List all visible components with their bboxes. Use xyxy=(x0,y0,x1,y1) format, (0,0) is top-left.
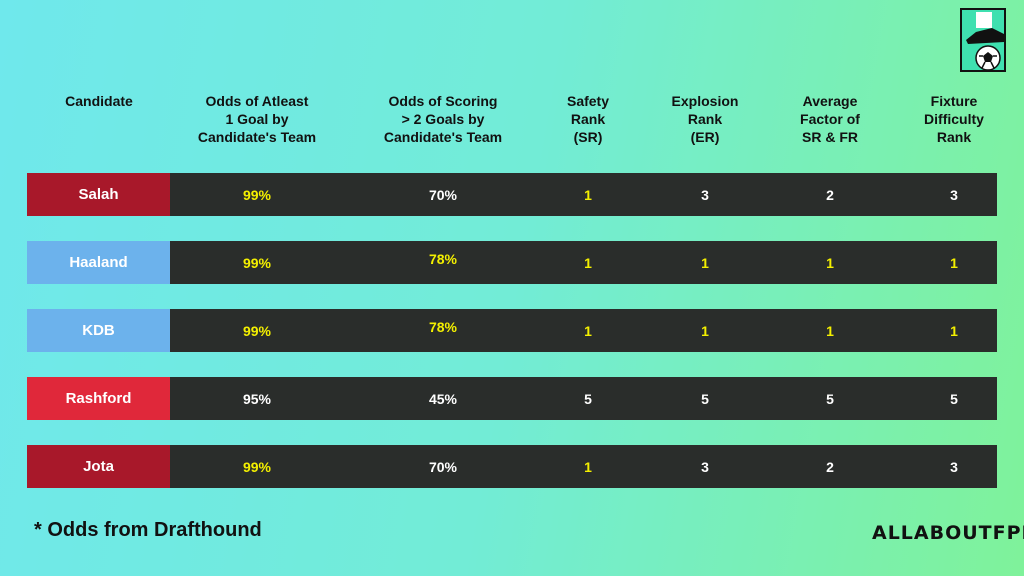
table-cell: 2 xyxy=(826,458,834,475)
table-cell: 3 xyxy=(701,186,709,203)
table-cell: 5 xyxy=(826,390,834,407)
table-cell: 78% xyxy=(428,251,458,267)
column-header-fixture-difficulty: Fixture Difficulty Rank xyxy=(924,93,984,145)
table-cell: 99% xyxy=(242,254,272,271)
table-cell: 1 xyxy=(584,322,592,339)
column-header-odds-one-goal: Odds of Atleast 1 Goal by Candidate's Te… xyxy=(197,93,317,145)
table-row: Salah 99% 70% 1 3 2 3 xyxy=(27,173,997,216)
column-header-safety-rank: Safety Rank (SR) xyxy=(566,93,610,145)
table-cell: 1 xyxy=(584,186,592,203)
table-header: Candidate Odds of Atleast 1 Goal by Cand… xyxy=(0,92,1024,152)
table-cell: 45% xyxy=(428,390,458,407)
table-cell: 1 xyxy=(826,254,834,271)
candidate-name: Jota xyxy=(27,445,170,488)
table-cell: 3 xyxy=(701,458,709,475)
table-row: Haaland 99% 78% 1 1 1 1 xyxy=(27,241,997,284)
candidate-name: Rashford xyxy=(27,377,170,420)
table-cell: 5 xyxy=(950,390,958,407)
football-boot-and-ball-icon xyxy=(960,8,1006,72)
table-cell: 78% xyxy=(428,319,458,335)
column-header-average-factor: Average Factor of SR & FR xyxy=(800,93,860,145)
table-row: Rashford 95% 45% 5 5 5 5 xyxy=(27,377,997,420)
table-cell: 95% xyxy=(242,390,272,407)
table-cell: 1 xyxy=(950,254,958,271)
table-cell: 1 xyxy=(701,254,709,271)
table-cell: 5 xyxy=(584,390,592,407)
table-row: KDB 99% 78% 1 1 1 1 xyxy=(27,309,997,352)
brand-logo-text: ALLABOUTFPL xyxy=(872,522,1024,544)
table-cell: 1 xyxy=(584,254,592,271)
table-cell: 2 xyxy=(826,186,834,203)
table-cell: 1 xyxy=(826,322,834,339)
table-cell: 5 xyxy=(701,390,709,407)
table-row: Jota 99% 70% 1 3 2 3 xyxy=(27,445,997,488)
footnote: * Odds from Drafthound xyxy=(34,519,262,541)
table-cell: 3 xyxy=(950,186,958,203)
table-cell: 1 xyxy=(701,322,709,339)
table-cell: 1 xyxy=(950,322,958,339)
table-cell: 99% xyxy=(242,322,272,339)
table-cell: 99% xyxy=(242,458,272,475)
table-cell: 1 xyxy=(584,458,592,475)
table-cell: 70% xyxy=(428,186,458,203)
candidate-name: KDB xyxy=(27,309,170,352)
column-header-explosion-rank: Explosion Rank (ER) xyxy=(671,93,739,145)
column-header-odds-two-goals: Odds of Scoring > 2 Goals by Candidate's… xyxy=(383,93,503,145)
candidate-name: Haaland xyxy=(27,241,170,284)
table-cell: 3 xyxy=(950,458,958,475)
table-cell: 70% xyxy=(428,458,458,475)
table-cell: 99% xyxy=(242,186,272,203)
candidate-name: Salah xyxy=(27,173,170,216)
column-header-candidate: Candidate xyxy=(65,93,133,109)
